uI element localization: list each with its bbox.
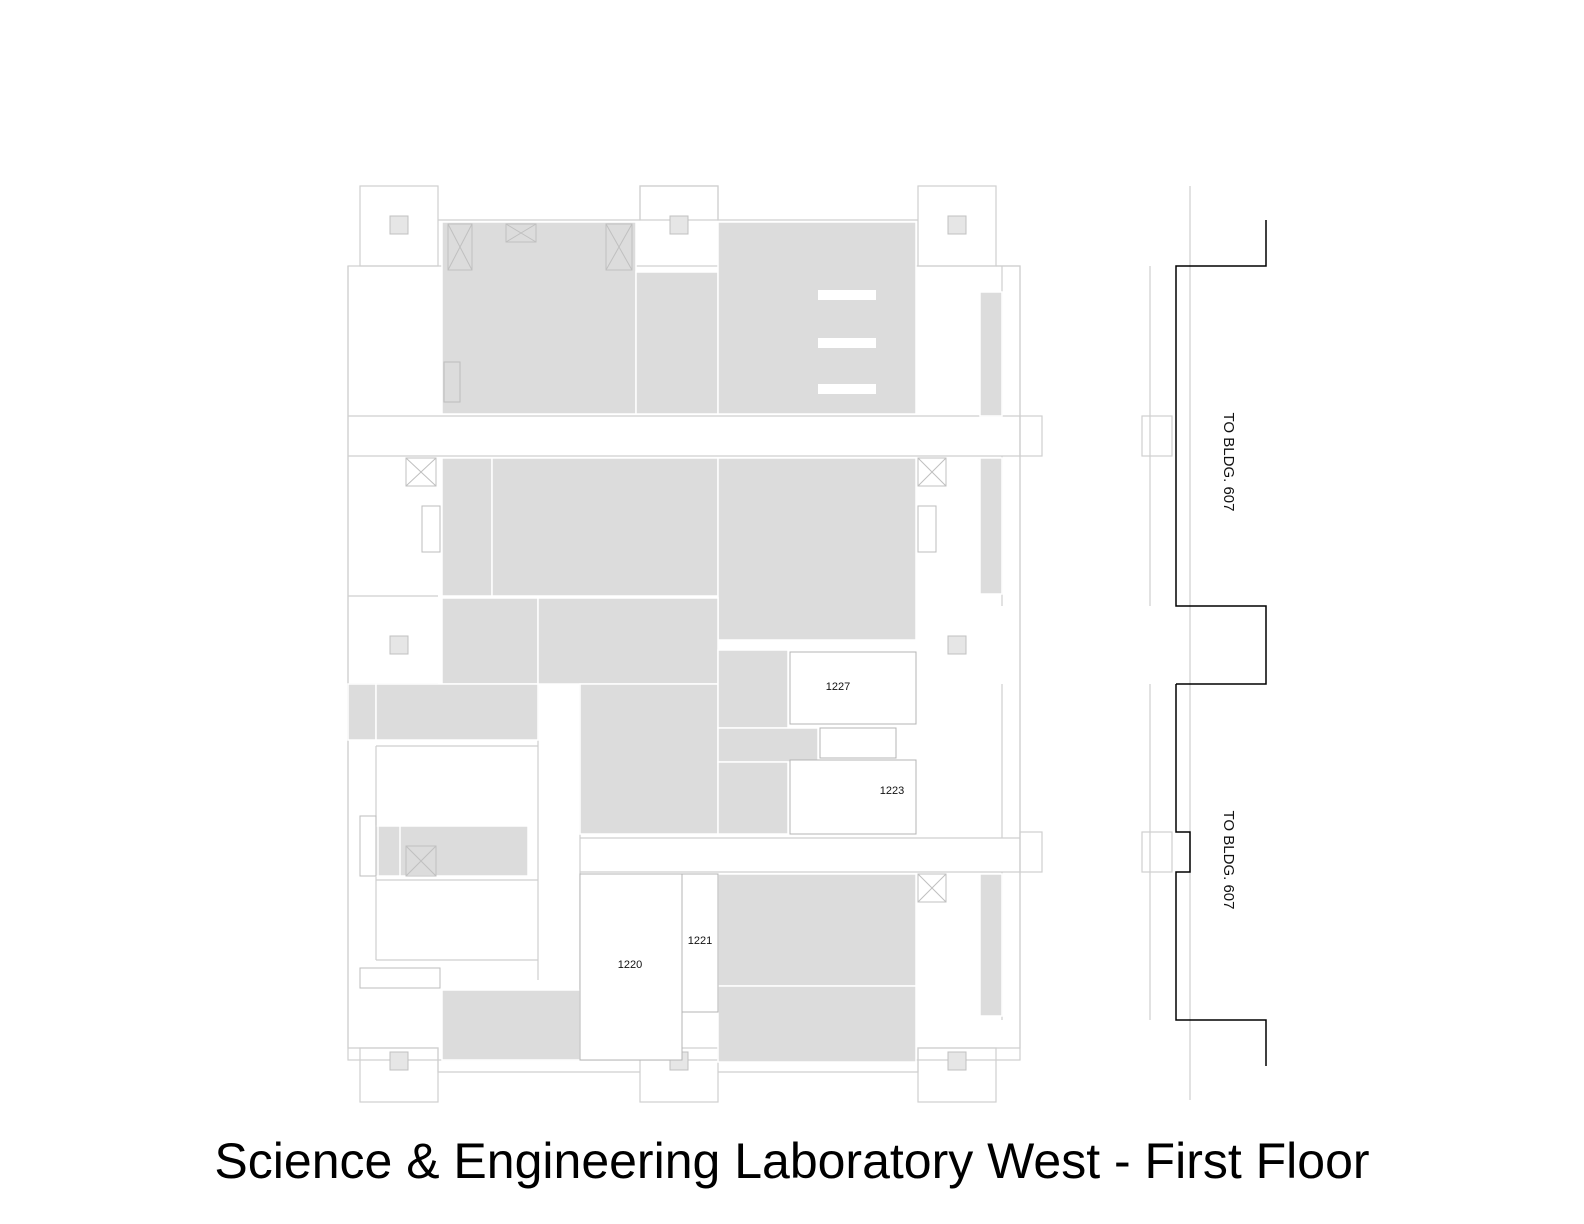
room-label-1223: 1223 [880, 785, 904, 797]
room-label-1227: 1227 [826, 681, 850, 693]
room-labels: 1227 1223 1221 1220 [618, 681, 904, 971]
connection-labels: TO BLDG. 607 TO BLDG. 607 [1220, 413, 1237, 910]
elevator-shafts [405, 223, 947, 903]
connection-label-lower: TO BLDG. 607 [1220, 811, 1237, 910]
lab-rooms [347, 221, 1003, 1063]
plan-title: Science & Engineering Laboratory West - … [214, 1133, 1370, 1189]
building-outline [347, 185, 1191, 1103]
room-label-1221: 1221 [688, 935, 712, 947]
lab-benches [818, 290, 876, 394]
room-label-1220: 1220 [618, 959, 642, 971]
bridge-connectors [1175, 220, 1267, 1066]
unfilled-rooms [579, 651, 917, 1061]
connection-label-upper: TO BLDG. 607 [1220, 413, 1237, 512]
stairs [359, 361, 937, 989]
